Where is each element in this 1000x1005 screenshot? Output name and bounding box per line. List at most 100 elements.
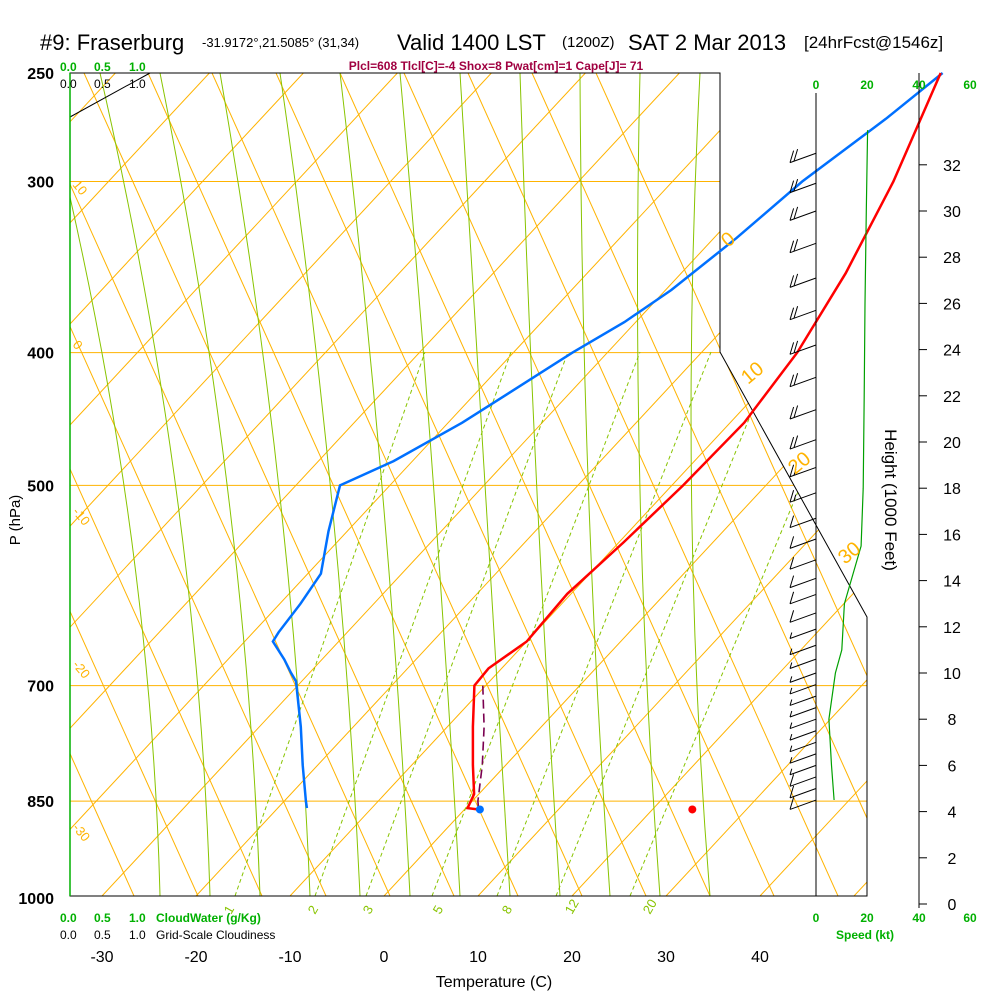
cloudiness-top-tick-0: 0.0 [60,77,77,91]
wind-barb-staff [789,741,817,753]
wind-barb-feather [789,536,795,549]
wind-barb-feather [789,208,795,221]
height-tick-label: 24 [943,343,961,360]
wind-barb [789,774,817,787]
cloudwater-bottom-tick-0: 0.0 [60,911,77,925]
wind-barb-feather [789,240,795,253]
moist-adiabat-label: 30 [834,538,865,569]
dry-adiabat-label: 10 [70,177,91,198]
height-tick-label: 12 [943,620,961,637]
wind-barb-feather [789,785,795,799]
mixing-ratio-line [496,351,712,896]
height-tick-label: 16 [943,527,961,544]
wind-barb-feather [789,557,795,570]
moist-adiabat-line [99,73,211,896]
wind-barb-feather [793,469,797,476]
wind-barb-staff [789,593,817,605]
wind-barb-staff [789,672,817,683]
wind-barb-staff [789,730,817,741]
cloud-scale-bottom: 0.0 0.5 1.0 CloudWater (g/Kg) 0.0 0.5 1.… [60,911,275,942]
speed-bottom-tick-0: 0 [813,911,820,925]
wind-barb-staff [789,277,817,288]
moist-adiabat-label: 20 [784,448,815,479]
height-tick-label: 32 [943,158,961,175]
pressure-tick-label: 500 [27,478,54,495]
wind-barb-feather [789,490,795,503]
wind-barb-feather [789,610,795,623]
wind-barb-feather [789,150,795,163]
indices-line: Plcl=608 Tlcl[C]=-4 Shox=8 Pwat[cm]=1 Ca… [349,59,644,73]
wind-barb [789,340,817,355]
isotherm-line [70,73,680,896]
isotherm-line [383,73,867,896]
height-tick-label: 14 [943,574,961,591]
wind-barb [789,672,817,683]
wind-barb-staff [789,718,817,730]
wind-barb-feather [793,340,799,353]
cloudiness-top-tick-2: 1.0 [129,77,146,91]
wind-barb-staff [789,753,817,764]
wind-barb [789,658,817,669]
moist-adiabat-line [519,73,561,896]
mixing-ratio-label: 8 [499,903,516,917]
wind-barb-staff [789,695,817,706]
dry-adiabat-label: 0 [70,337,86,352]
wind-barb-feather [789,662,793,669]
wind-barb [789,753,817,764]
mixing-ratio-label: 5 [430,903,447,917]
temperature-line [465,72,942,811]
title-zulu: (1200Z) [562,34,615,51]
title-station: #9: Fraserburg [40,30,184,55]
cloudiness-bottom-tick-1: 0.5 [94,928,111,942]
mixing-ratio-label: 20 [640,896,660,916]
moist-adiabat-line [70,73,161,896]
wind-barb [789,644,817,656]
dry-adiabat-label: -30 [70,820,94,844]
wind-barb-staff [789,309,817,321]
y-axis-title: P (hPa) [7,495,24,546]
wind-barb-feather [793,239,799,252]
x-axis-title: Temperature (C) [436,974,552,991]
cloudwater-top-tick-1: 0.5 [94,60,111,74]
isotherm-line [571,73,867,896]
isotherm-line [665,73,867,896]
wind-barb-feather [789,722,793,729]
wind-barb [789,797,817,810]
wind-barb-feather [789,591,795,604]
wind-barb-feather [789,515,795,528]
pressure-tick-label: 300 [27,174,54,191]
wind-barb [789,239,817,254]
height-tick-label: 0 [948,897,957,914]
speed-bottom-tick-3: 60 [963,911,977,925]
height-tick-label: 30 [943,204,961,221]
speed-top-tick-3: 60 [963,78,977,92]
wind-barb-staff [789,376,817,388]
wind-barb-staff [789,577,817,589]
wind-barb-feather [789,699,793,706]
wind-barb-feather [789,575,795,588]
wind-barb-feather [789,406,795,420]
wind-barb-staff [789,242,817,254]
cloudiness-bottom-tick-0: 0.0 [60,928,77,942]
dry-adiabat-line [531,73,867,896]
isotherm-line [477,73,867,896]
title-date: SAT 2 Mar 2013 [628,30,786,55]
temperature-tick-label: -10 [278,949,301,966]
wind-barb [789,610,817,623]
wind-barb [789,464,817,478]
wind-barb [789,405,817,420]
wind-barb-staff [789,684,817,695]
wind-barb-staff [789,644,817,656]
wind-barb-feather [789,648,793,655]
wind-barb [789,373,817,388]
dry-adiabat-line [70,73,263,896]
sounding-layer [271,72,944,814]
height-tick-label: 20 [943,435,961,452]
dry-adiabat-line [70,73,391,896]
mixing-ratio-line [234,351,426,896]
temperature-tick-label: 40 [751,949,769,966]
speed-axis: 0 20 40 60 0 20 40 60 Speed (kt) [813,78,977,942]
wind-barb [789,764,817,776]
height-tick-label: 10 [943,666,961,683]
